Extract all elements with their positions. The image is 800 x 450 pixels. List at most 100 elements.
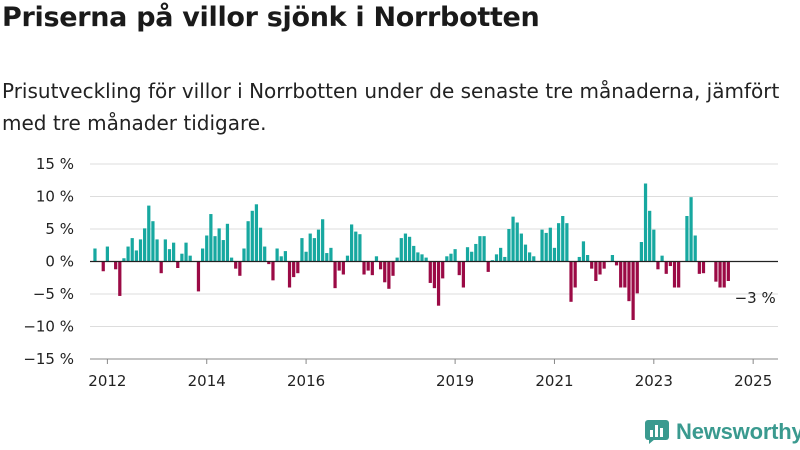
data-bar (225, 223, 230, 262)
data-bar (494, 254, 499, 262)
data-bar (254, 204, 259, 262)
y-tick-label: 15 % (36, 155, 74, 173)
data-bar (532, 256, 536, 262)
data-bar (403, 233, 408, 262)
data-bar (718, 261, 722, 288)
data-bar (499, 247, 503, 262)
data-bar (544, 232, 548, 262)
data-bar (325, 253, 329, 262)
y-tick-label: 0 % (45, 253, 74, 271)
data-bar (672, 261, 677, 288)
data-bar (457, 261, 461, 276)
data-bar (648, 210, 652, 262)
data-bar (701, 261, 706, 274)
data-bar (337, 261, 341, 271)
data-bar (623, 261, 627, 288)
data-bar (689, 197, 693, 262)
data-bar (664, 261, 668, 274)
data-bar (196, 261, 201, 292)
y-tick-label: 10 % (36, 188, 74, 206)
data-bar (283, 251, 288, 262)
data-bar (176, 261, 180, 268)
last-value-label: −3 % (735, 289, 776, 307)
data-bar (590, 261, 594, 269)
data-bar (180, 253, 184, 262)
data-bar (668, 261, 672, 267)
data-bar (341, 261, 345, 275)
data-bar (470, 251, 474, 262)
data-bar (486, 261, 490, 272)
data-bar (234, 261, 238, 269)
data-bar (643, 183, 648, 262)
data-bar (374, 256, 379, 262)
data-bar (147, 205, 151, 262)
data-bar (200, 248, 205, 262)
data-bar (407, 236, 412, 262)
x-tick-label: 2025 (734, 372, 772, 390)
bar-chart-logo-icon (645, 420, 669, 444)
data-bar (366, 261, 370, 271)
data-bar (420, 254, 424, 262)
data-bar (238, 261, 242, 276)
y-tick-label: −5 % (33, 285, 74, 303)
data-bar (151, 221, 155, 262)
data-bar (656, 261, 660, 270)
data-bar (242, 248, 246, 262)
data-bar (333, 261, 337, 289)
data-bar (118, 261, 122, 296)
data-bar (432, 261, 437, 289)
data-bar (370, 261, 374, 276)
data-bar (503, 256, 507, 262)
data-bar (399, 238, 403, 262)
data-bar (528, 252, 532, 262)
data-bar (378, 261, 383, 270)
data-bar (130, 238, 134, 262)
data-bar (540, 229, 544, 262)
data-bar (569, 261, 573, 302)
data-bar (436, 261, 441, 306)
data-bar (478, 236, 482, 262)
data-bar (287, 261, 292, 288)
brand-logo: Newsworthy (644, 419, 800, 445)
data-bar (627, 261, 631, 302)
data-bar (138, 239, 143, 262)
data-bar (507, 229, 511, 262)
x-tick-label: 2016 (287, 372, 325, 390)
x-tick-label: 2023 (635, 372, 673, 390)
data-bar (329, 247, 333, 262)
data-bar (159, 261, 163, 274)
data-bar (184, 242, 188, 262)
data-bar (548, 227, 552, 262)
data-bar (126, 246, 130, 262)
data-bar (209, 214, 213, 262)
data-bar (445, 256, 449, 262)
data-bar (246, 221, 250, 262)
data-bar (358, 234, 362, 262)
data-bar (321, 219, 325, 262)
brand-name: Newsworthy (676, 419, 800, 444)
data-bar (552, 247, 557, 262)
data-bar (652, 229, 656, 262)
data-bar (515, 222, 519, 262)
data-bar (300, 238, 304, 262)
data-bar (585, 255, 590, 262)
data-bar (511, 216, 515, 262)
data-bar (312, 238, 316, 262)
data-bar (267, 261, 271, 265)
data-bar (395, 257, 399, 262)
data-bar (279, 256, 283, 262)
y-tick-label: 5 % (45, 220, 74, 238)
data-bar (143, 228, 147, 262)
data-bar (416, 252, 420, 262)
data-bar (573, 261, 577, 288)
data-bar (229, 257, 234, 262)
data-bar (101, 261, 105, 272)
data-bar (383, 261, 387, 283)
x-tick-label: 2019 (436, 372, 474, 390)
data-bar (714, 261, 718, 282)
data-bar (610, 255, 615, 262)
data-bar (424, 257, 428, 262)
chart-subtitle: Prisutveckling för villor i Norrbotten u… (2, 79, 780, 135)
data-bar (271, 261, 275, 281)
